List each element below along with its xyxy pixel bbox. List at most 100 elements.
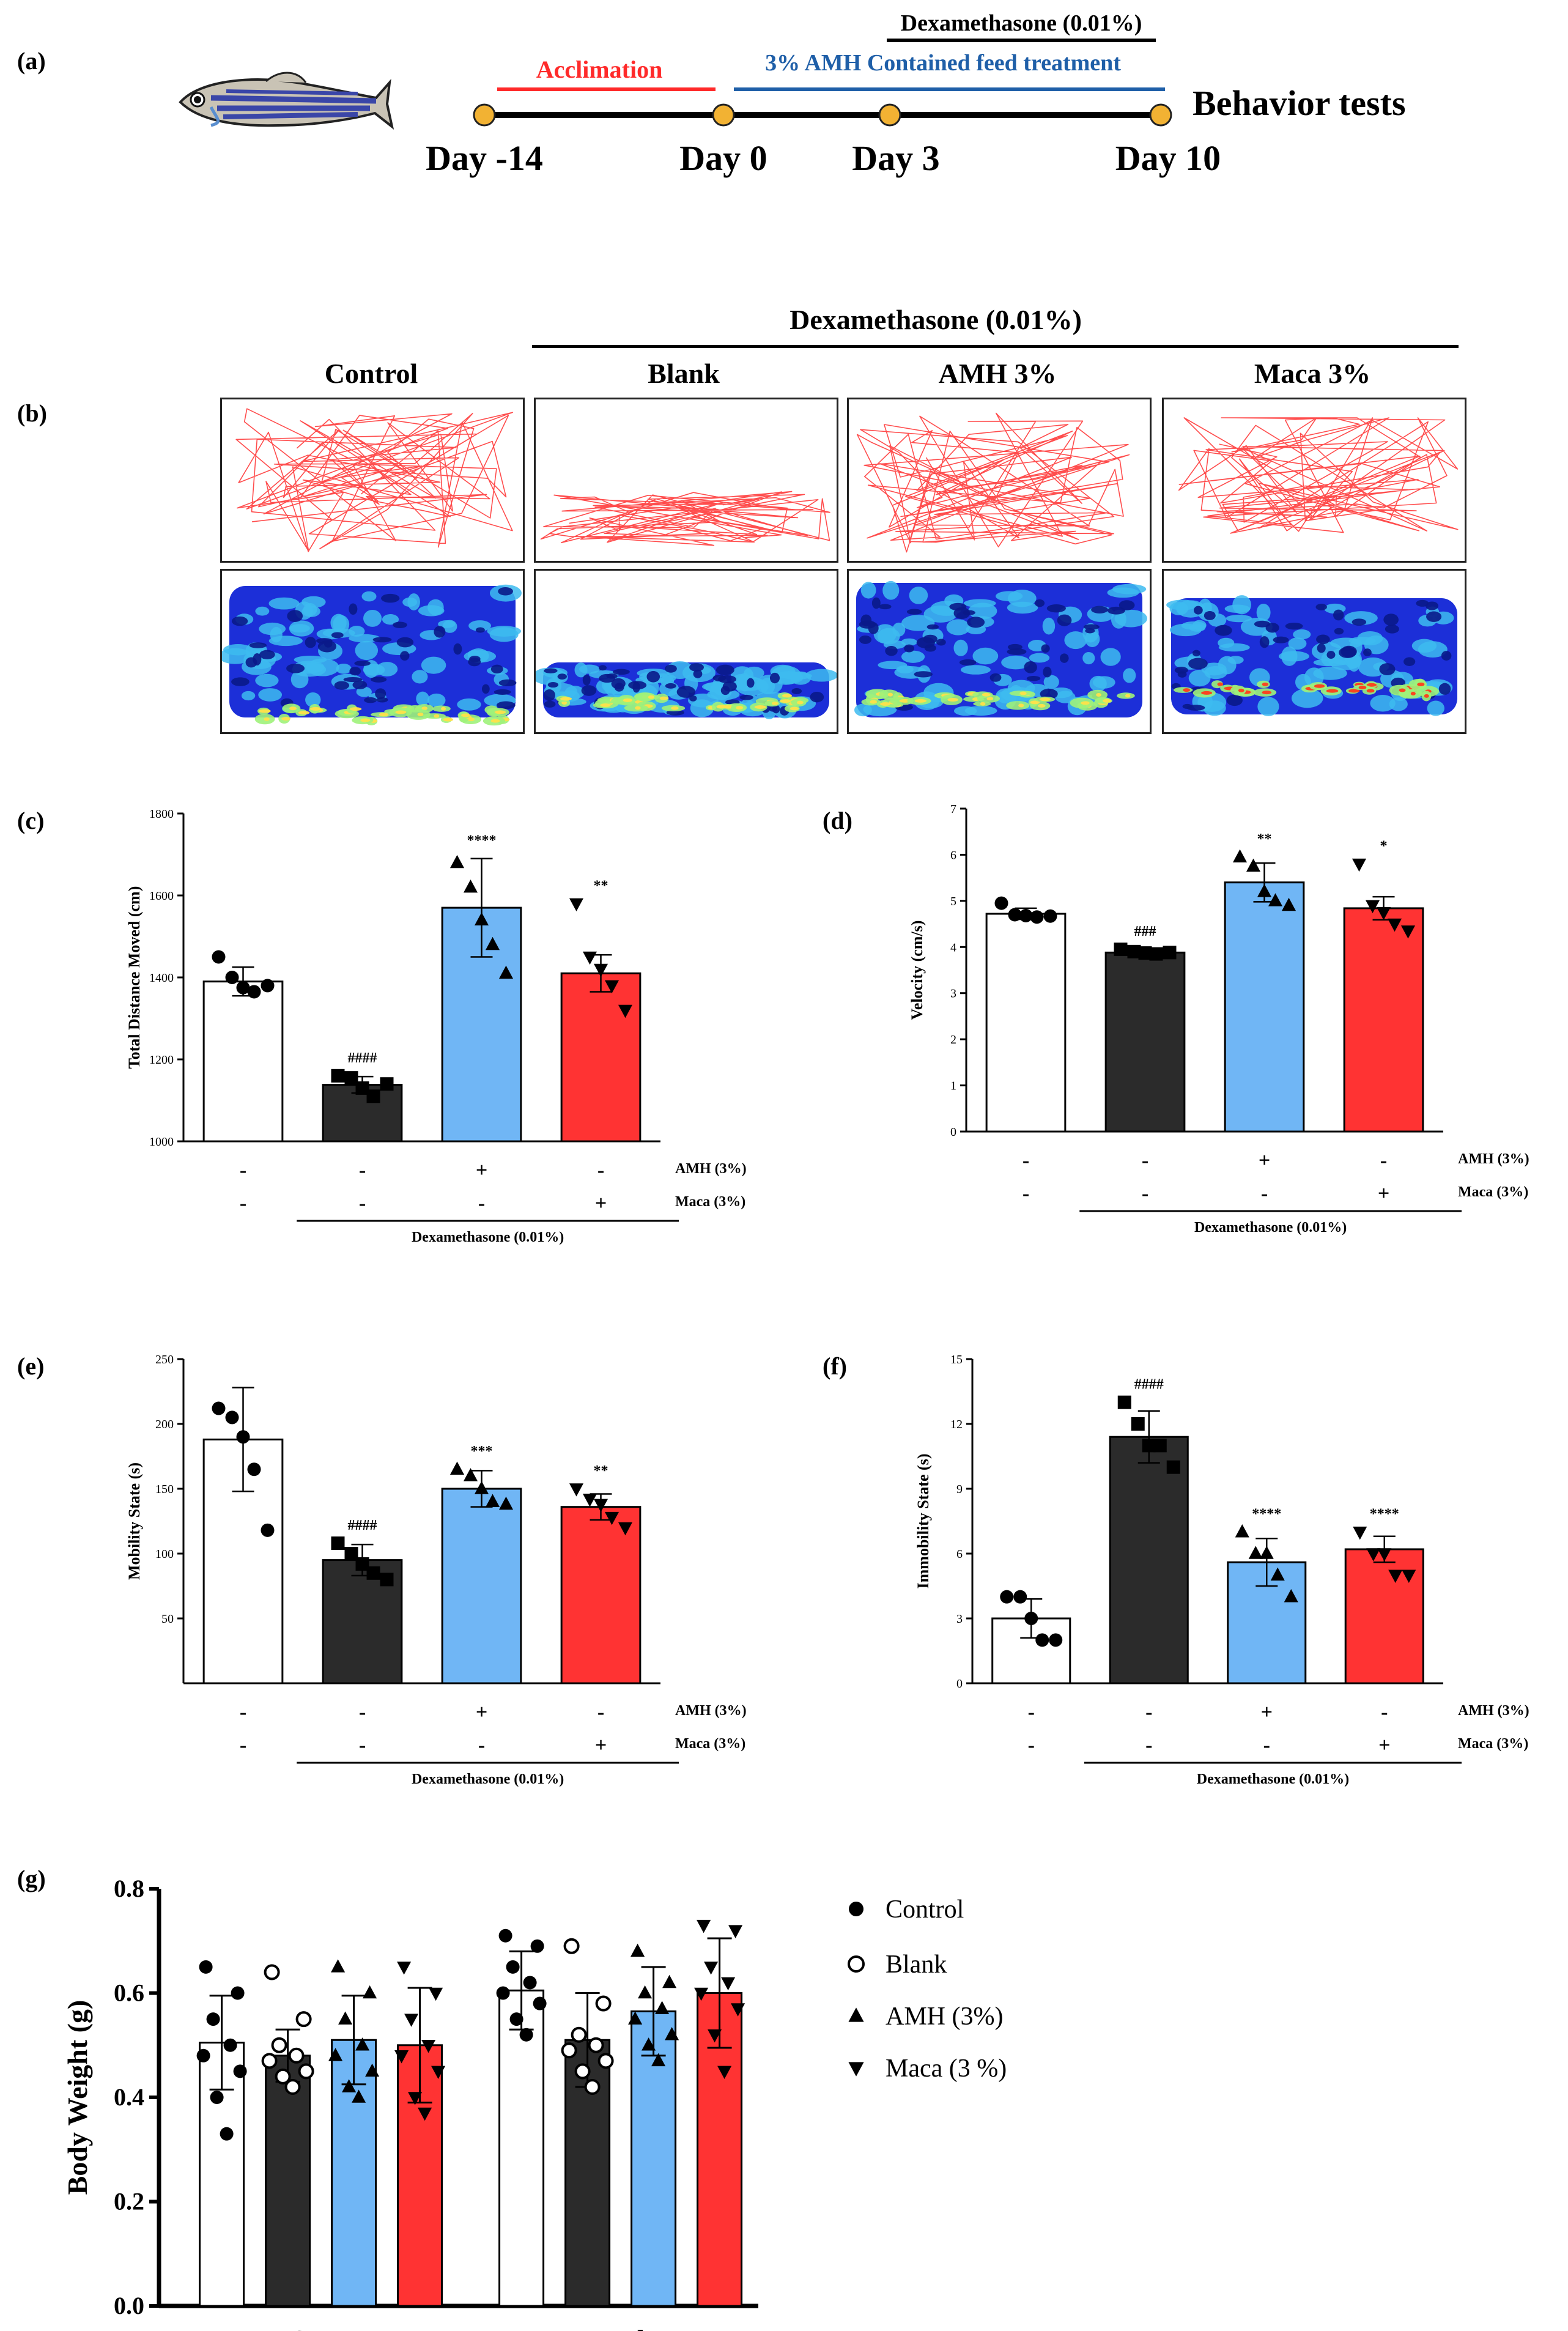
heatmap-blob	[1194, 606, 1203, 615]
heatmap-blob	[349, 626, 365, 637]
heatmap-blob	[1100, 648, 1121, 666]
heatmap-blob	[960, 665, 991, 675]
data-point	[1114, 943, 1128, 957]
heatmap-blob	[772, 704, 780, 714]
heatmap-blob	[434, 626, 446, 638]
heatmap-blob	[805, 669, 837, 682]
heatmap-blob	[1046, 604, 1066, 613]
data-point	[506, 1960, 520, 1974]
heatmap-blob	[1403, 657, 1416, 666]
heatmap-blob	[1007, 648, 1027, 655]
heatmap-blob	[1314, 684, 1325, 688]
data-point	[206, 2012, 220, 2026]
data-point	[665, 2027, 679, 2040]
significance-label: **	[1257, 831, 1272, 847]
chart-velocity: 0 1 2 3 4 5 6 7 Velocity (cm/s) - - ### - - ** + - * - + AMH…	[908, 802, 1529, 1236]
data-point	[1049, 1633, 1063, 1647]
heatmap-blob	[544, 700, 556, 708]
track-plot-blank	[534, 398, 838, 563]
condition-maca: +	[1378, 1734, 1390, 1757]
condition-maca-label: Maca (3%)	[1458, 1736, 1528, 1752]
heatmap-blob	[1226, 694, 1243, 706]
data-point	[569, 1483, 584, 1497]
data-point	[418, 2107, 432, 2121]
data-point	[651, 2053, 666, 2067]
heatmap-blob	[717, 675, 737, 683]
data-point	[1030, 910, 1044, 924]
data-point	[662, 1974, 677, 1988]
heatmap-blob	[305, 637, 316, 648]
timeline-day-neg14: Day -14	[426, 138, 543, 178]
data-point	[994, 896, 1008, 910]
heatmap-blob	[1348, 689, 1360, 693]
heatmap-blob	[253, 653, 262, 665]
data-point	[474, 912, 489, 925]
data-point	[210, 2091, 224, 2104]
heatmap-blob	[309, 706, 322, 711]
heatmap-blob	[1007, 601, 1038, 614]
dexamethasone-label: Dexamethasone (0.01%)	[1194, 1220, 1347, 1236]
heatmap-blob	[1238, 688, 1244, 692]
heatmap-blob	[1226, 614, 1252, 623]
significance-label: ###	[1134, 924, 1156, 939]
heatmap-blob	[305, 692, 321, 708]
y-tick-label: 4	[950, 941, 956, 954]
data-point	[1259, 1546, 1274, 1559]
legend-marker	[848, 2007, 864, 2022]
bar-maca-3-	[1343, 907, 1424, 1133]
heatmap-blob	[1427, 700, 1444, 716]
y-tick-label: 2	[950, 1033, 956, 1047]
heatmap-blob	[255, 606, 270, 616]
data-point	[394, 2050, 409, 2064]
heatmap-blob	[1018, 703, 1024, 708]
significance-label: ####	[348, 1518, 377, 1533]
condition-amh: +	[1259, 1149, 1270, 1172]
heatmap-blob	[1174, 667, 1188, 674]
condition-amh: -	[1145, 1701, 1152, 1724]
heatmap-blob	[859, 635, 872, 644]
heatmap-blob	[982, 692, 991, 697]
heatmap-blob	[475, 627, 485, 633]
data-point	[225, 1410, 239, 1425]
heatmap-blob	[375, 688, 386, 699]
condition-maca: +	[595, 1734, 607, 1757]
panel-e-label: (e)	[17, 1352, 45, 1380]
heatmap-blob	[376, 662, 398, 676]
heatmap-blob	[791, 687, 802, 694]
heatmap-blob	[648, 695, 654, 699]
y-axis-label: Total Distance Moved (cm)	[125, 886, 143, 1069]
data-point	[731, 2003, 745, 2017]
significance-label: ####	[1134, 1377, 1164, 1393]
data-point	[429, 1987, 443, 2001]
data-point	[655, 2001, 670, 2014]
heatmap-blob	[959, 659, 977, 666]
heatmap-blob	[1341, 645, 1357, 658]
heatmap-blob	[231, 616, 248, 626]
condition-maca: -	[1142, 1182, 1148, 1205]
data-point	[694, 1987, 709, 2001]
timeline-day-0: Day 0	[679, 138, 767, 178]
condition-amh: -	[1380, 1149, 1387, 1172]
heatmap-blob	[1218, 637, 1235, 648]
data-point	[593, 963, 608, 977]
data-point	[498, 965, 514, 979]
data-point	[247, 1462, 261, 1477]
bar-control	[985, 913, 1067, 1133]
heatmap-blob	[923, 634, 937, 644]
heatmap-blob	[1262, 691, 1272, 695]
heatmap-blob	[1040, 688, 1058, 700]
heatmap-blob	[1085, 631, 1100, 647]
y-tick-label: 150	[155, 1483, 174, 1496]
heatmap-blob	[860, 614, 872, 626]
heatmap-blob	[427, 599, 444, 615]
dexamethasone-label: Dexamethasone (0.01%)	[1197, 1771, 1349, 1787]
legend-label: Blank	[886, 1951, 947, 1979]
data-point	[236, 1430, 250, 1444]
heatmap-blob	[407, 593, 420, 610]
bar-maca-3-	[1344, 1548, 1424, 1684]
bar-blank	[1104, 951, 1186, 1133]
heatmap-blob	[1060, 653, 1069, 663]
bar-blank	[1109, 1436, 1189, 1684]
data-point	[571, 2026, 587, 2043]
heatmap-blob	[443, 717, 454, 722]
